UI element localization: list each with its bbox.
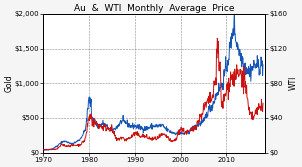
Title: Au  &  WTI  Monthly  Average  Price: Au & WTI Monthly Average Price [74,4,235,13]
Y-axis label: Gold: Gold [4,74,13,92]
Y-axis label: WTI: WTI [289,76,298,91]
